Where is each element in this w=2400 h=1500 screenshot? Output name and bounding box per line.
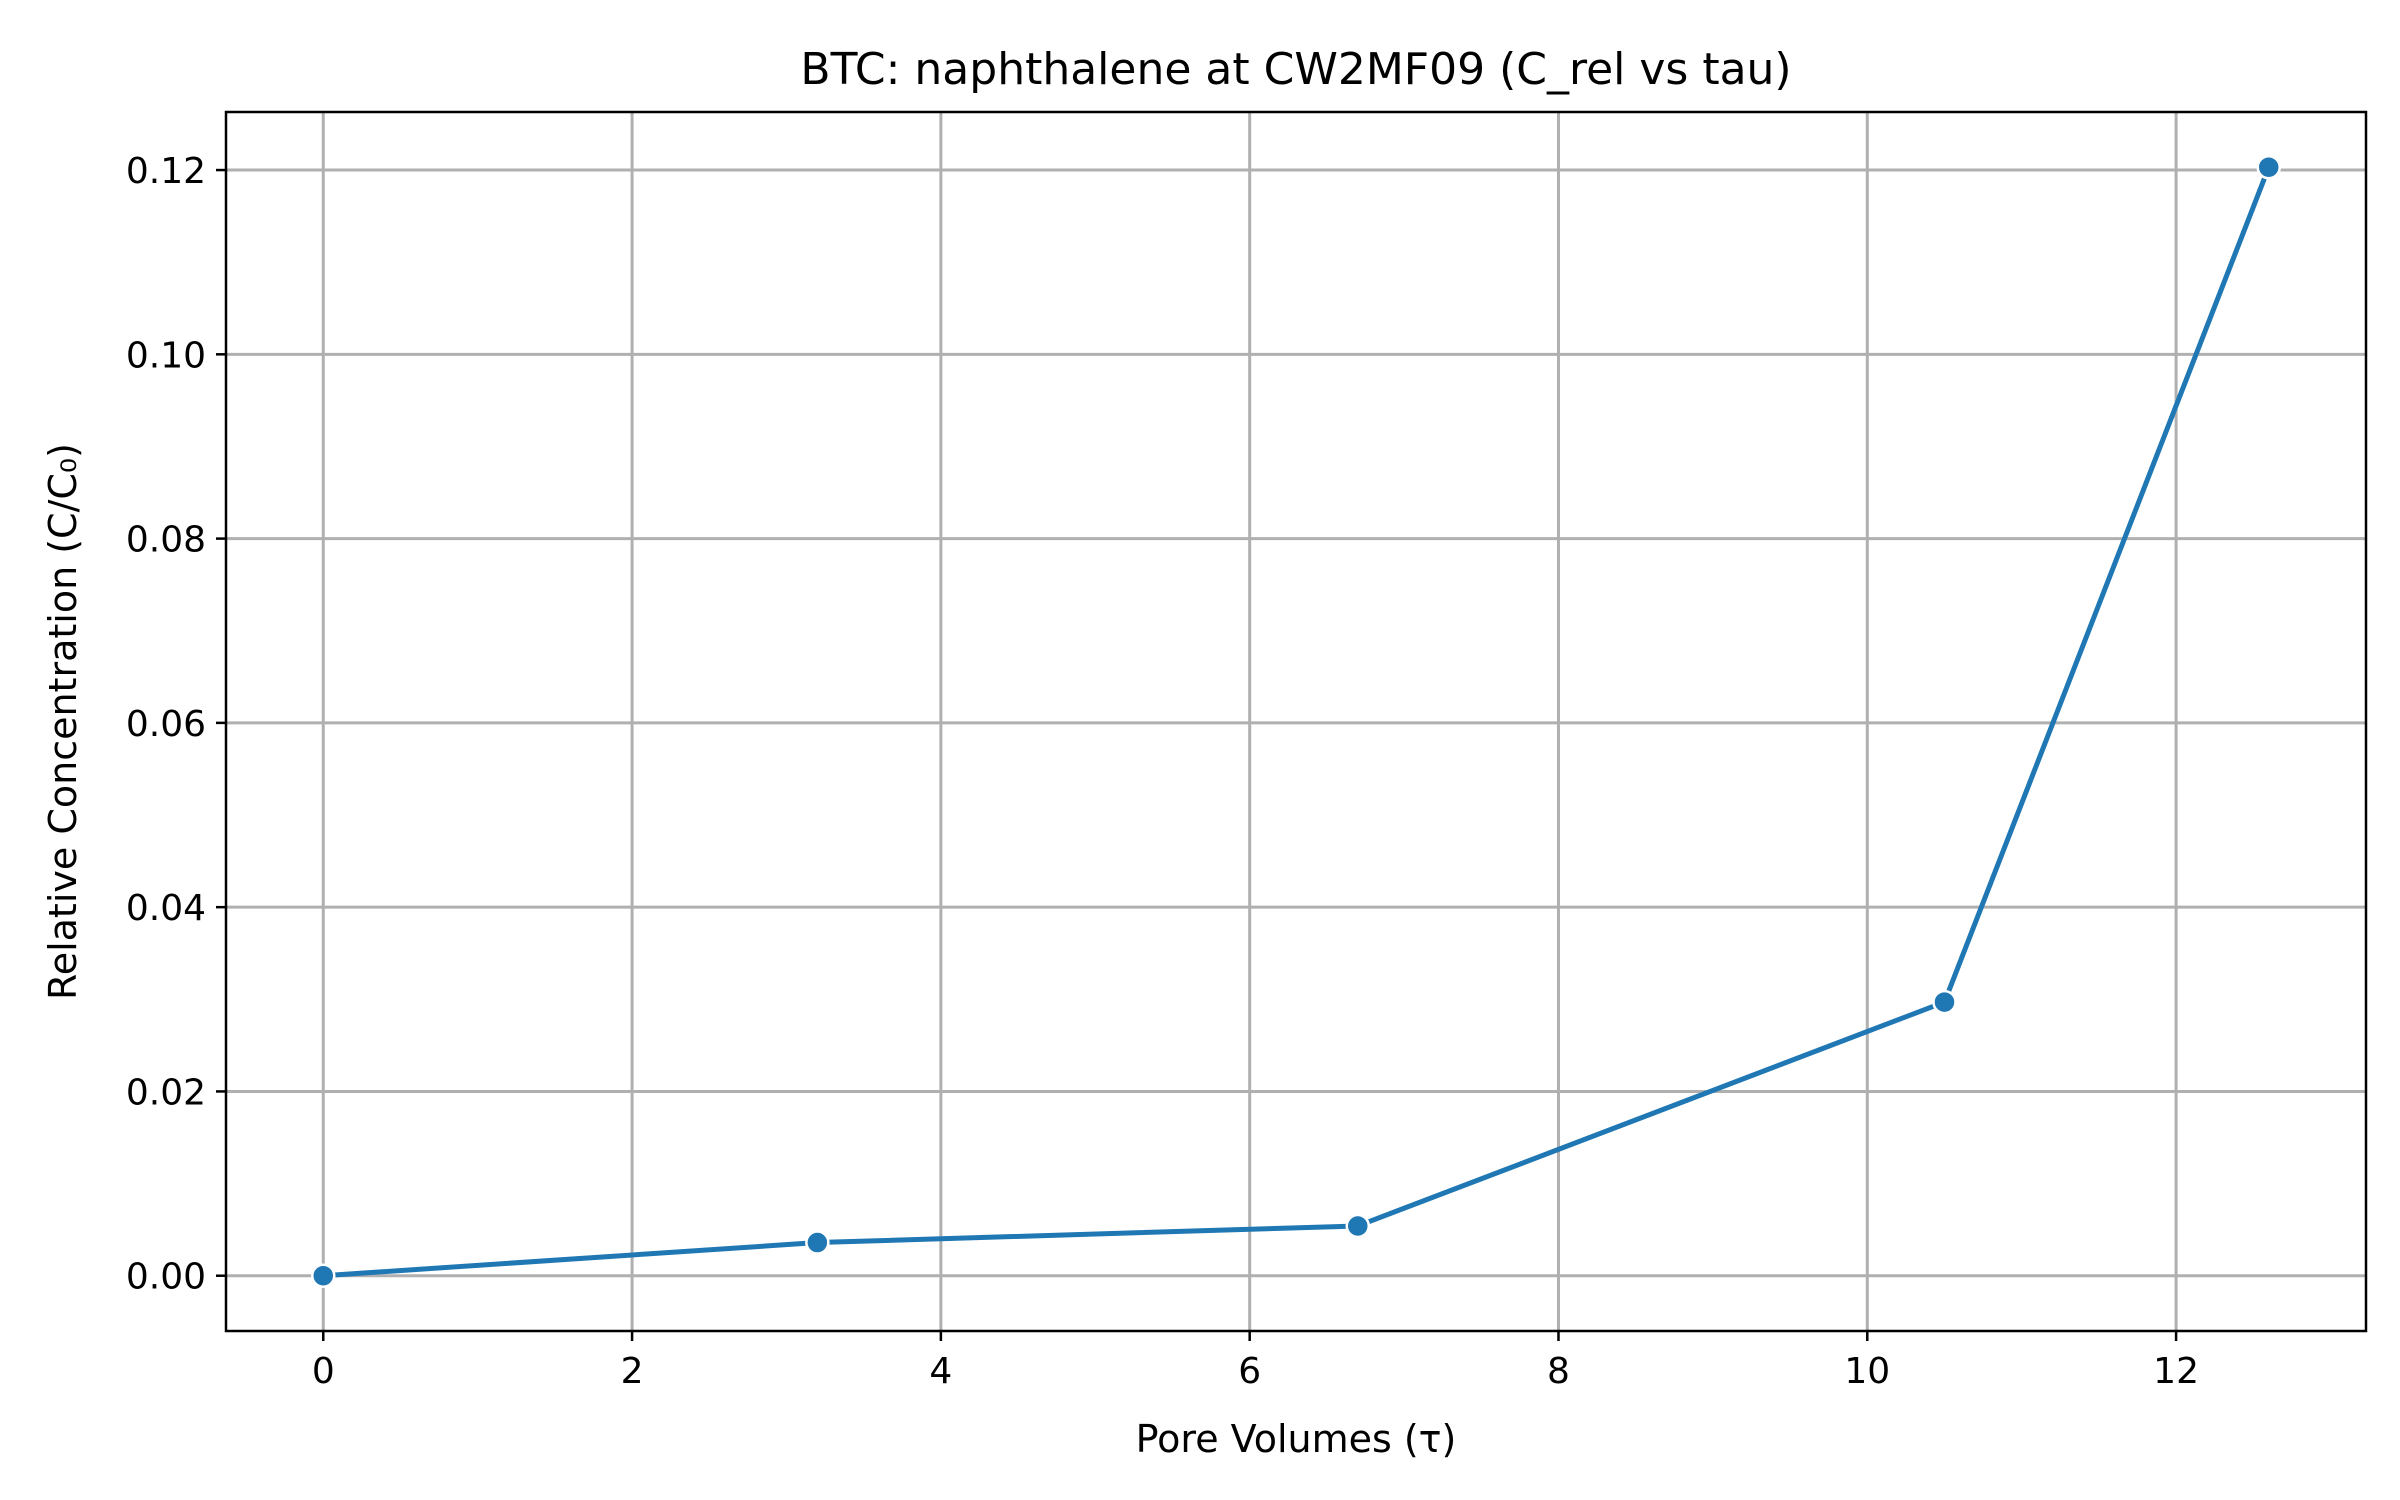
x-tick-label: 12 xyxy=(2153,1351,2199,1392)
y-tick-label: 0.02 xyxy=(126,1072,206,1113)
y-axis-ticks: 0.00 0.02 0.04 0.06 0.08 0.10 0.12 xyxy=(126,151,226,1298)
y-tick-label: 0.00 xyxy=(126,1257,206,1298)
y-tick-label: 0.04 xyxy=(126,888,206,929)
y-axis-label: Relative Concentration (C/C₀) xyxy=(41,443,85,1000)
data-point xyxy=(2256,155,2281,180)
x-axis-label: Pore Volumes (τ) xyxy=(1136,1417,1457,1461)
x-tick-label: 6 xyxy=(1238,1351,1261,1392)
data-point xyxy=(311,1263,336,1288)
x-tick-label: 4 xyxy=(929,1351,952,1392)
marker-layer xyxy=(311,155,2281,1288)
data-point xyxy=(805,1230,830,1255)
x-axis-ticks: 0 2 4 6 8 10 12 xyxy=(312,1331,2199,1392)
y-tick-label: 0.10 xyxy=(126,335,206,376)
y-tick-label: 0.06 xyxy=(126,704,206,745)
chart-title: BTC: naphthalene at CW2MF09 (C_rel vs ta… xyxy=(800,44,1791,95)
plot-frame xyxy=(224,110,2368,1333)
data-point xyxy=(1932,989,1957,1015)
grid xyxy=(226,112,2366,1331)
y-tick-label: 0.12 xyxy=(126,151,206,192)
x-tick-label: 2 xyxy=(621,1351,644,1392)
x-tick-label: 8 xyxy=(1547,1351,1570,1392)
y-tick-label: 0.08 xyxy=(126,520,206,561)
x-tick-label: 0 xyxy=(312,1351,335,1392)
x-tick-label: 10 xyxy=(1844,1351,1890,1392)
data-point xyxy=(1345,1213,1371,1239)
